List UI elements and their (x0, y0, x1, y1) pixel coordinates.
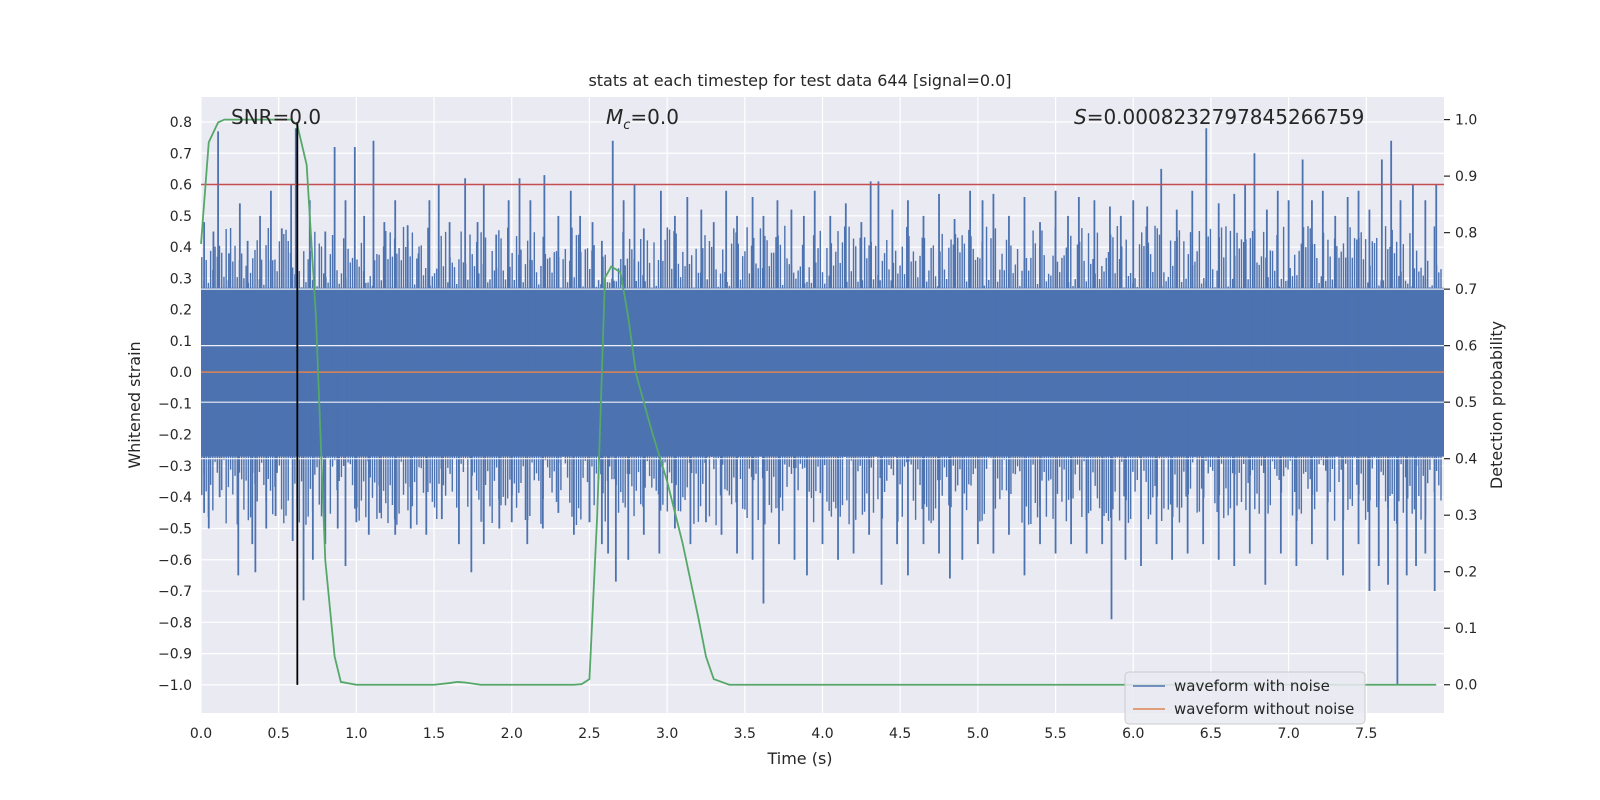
chart-title: stats at each timestep for test data 644… (588, 71, 1011, 90)
x-tick-label: 7.5 (1355, 726, 1377, 742)
legend-box (1124, 671, 1366, 725)
legend-label-waveform-without-noise: waveform without noise (1174, 700, 1354, 718)
right-tick-label: 0.9 (1455, 169, 1477, 185)
x-axis: 0.0 0.5 1.0 1.5 2.0 2.5 3.0 3.5 4.0 4.5 5.0 5.5 6.0 6… (190, 726, 1378, 742)
left-tick-label: −0.2 (158, 428, 192, 444)
left-tick-label: −1.0 (158, 678, 192, 694)
chirp-mass-subscript: c (623, 118, 630, 133)
right-tick-label: 0.8 (1455, 226, 1477, 242)
x-tick-label: 0.0 (190, 726, 212, 742)
chirp-mass-annotation: Mc=0.0 (606, 105, 679, 133)
x-tick-label: 7.0 (1277, 726, 1299, 742)
right-tick-label: 0.6 (1455, 339, 1477, 355)
x-tick-label: 1.0 (345, 726, 367, 742)
x-tick-label: 6.5 (1200, 726, 1222, 742)
x-tick-label: 5.0 (967, 726, 989, 742)
left-tick-label: 0.0 (170, 365, 192, 381)
right-tick-label: 0.7 (1455, 282, 1477, 298)
left-tick-label: −0.9 (158, 647, 192, 663)
x-axis-label: Time (s) (766, 749, 832, 768)
x-tick-label: 4.5 (889, 726, 911, 742)
legend: waveform with noise waveform without noi… (1124, 671, 1366, 725)
x-tick-label: 6.0 (1122, 726, 1144, 742)
x-tick-label: 0.5 (268, 726, 290, 742)
left-y-axis: 0.8 0.7 0.6 0.5 0.4 0.3 0.2 0.1 0.0 −0.1 −0.2 −0.3 −… (158, 115, 192, 694)
series-waveform-with-noise (201, 128, 1444, 685)
legend-label-waveform-with-noise: waveform with noise (1174, 677, 1330, 695)
right-y-axis: 1.0 0.9 0.8 0.7 0.6 0.5 0.4 0.3 0.2 0.1 0.0 (1444, 113, 1477, 694)
left-tick-label: 0.5 (170, 209, 192, 225)
x-tick-label: 4.0 (811, 726, 833, 742)
s-statistic-annotation: S=0.0008232797845266759 (1074, 105, 1364, 129)
left-tick-label: −0.7 (158, 584, 192, 600)
snr-annotation: SNR=0.0 (231, 105, 321, 129)
left-tick-label: −0.1 (158, 396, 192, 412)
left-tick-label: −0.6 (158, 553, 192, 569)
plot-marks (200, 118, 1444, 686)
y-axis-label-right: Detection probability (1487, 321, 1506, 489)
s-symbol: S (1074, 105, 1087, 129)
right-tick-label: 1.0 (1455, 113, 1477, 129)
right-tick-label: 0.0 (1455, 678, 1477, 694)
x-tick-label: 3.0 (656, 726, 678, 742)
left-tick-label: 0.3 (170, 271, 192, 287)
x-tick-label: 3.5 (734, 726, 756, 742)
chirp-mass-value: =0.0 (630, 105, 679, 129)
right-tick-label: 0.1 (1455, 621, 1477, 637)
left-tick-label: 0.8 (170, 115, 192, 131)
left-tick-label: 0.7 (170, 146, 192, 162)
x-tick-label: 2.5 (578, 726, 600, 742)
left-tick-label: −0.5 (158, 522, 192, 538)
x-tick-label: 5.5 (1044, 726, 1066, 742)
right-tick-label: 0.2 (1455, 565, 1477, 581)
left-tick-label: 0.2 (170, 303, 192, 319)
left-tick-label: 0.4 (170, 240, 192, 256)
left-tick-label: −0.3 (158, 459, 192, 475)
right-tick-label: 0.3 (1455, 508, 1477, 524)
chirp-mass-symbol: M (606, 105, 623, 129)
y-axis-label-left: Whitened strain (125, 341, 144, 468)
x-tick-label: 1.5 (423, 726, 445, 742)
left-tick-label: 0.1 (170, 334, 192, 350)
left-tick-label: −0.8 (158, 615, 192, 631)
x-tick-label: 2.0 (501, 726, 523, 742)
right-tick-label: 0.4 (1455, 452, 1477, 468)
left-tick-label: −0.4 (158, 490, 192, 506)
s-value: =0.0008232797845266759 (1087, 105, 1365, 129)
left-tick-label: 0.6 (170, 178, 192, 194)
series-detection-probability (200, 118, 1437, 686)
right-tick-label: 0.5 (1455, 395, 1477, 411)
